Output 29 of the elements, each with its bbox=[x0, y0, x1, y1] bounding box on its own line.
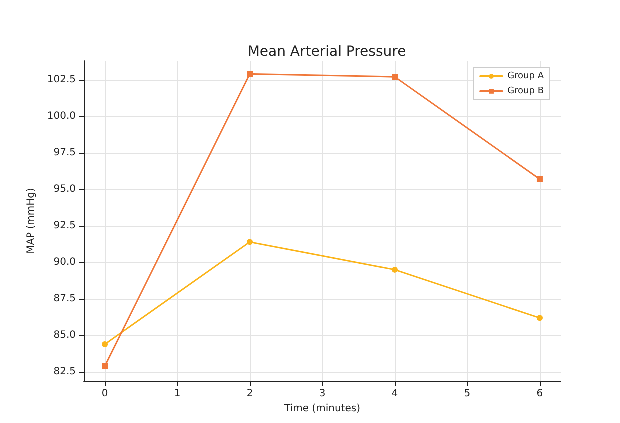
y-tick-label: 97.5 bbox=[54, 148, 76, 159]
x-tick-label: 4 bbox=[392, 388, 398, 400]
y-tick-label: 85.0 bbox=[54, 330, 76, 342]
chart-title: Mean Arterial Pressure bbox=[248, 44, 406, 60]
x-tick-label: 5 bbox=[464, 388, 471, 400]
legend-label: Group A bbox=[508, 72, 545, 82]
y-tick-label: 102.5 bbox=[47, 74, 76, 86]
point bbox=[102, 341, 108, 348]
x-tick-label: 2 bbox=[246, 388, 254, 400]
point bbox=[102, 363, 108, 370]
point bbox=[536, 176, 543, 182]
point bbox=[247, 71, 254, 78]
point bbox=[247, 239, 254, 246]
point bbox=[536, 315, 543, 322]
x-tick-label: 0 bbox=[102, 388, 108, 400]
y-tick-label: 82.5 bbox=[54, 366, 76, 378]
y-tick-label: 100.0 bbox=[47, 111, 76, 122]
point bbox=[392, 74, 398, 80]
y-tick-label: 95.0 bbox=[54, 184, 76, 196]
x-tick-label: 1 bbox=[174, 388, 181, 400]
legend-label: Group B bbox=[508, 86, 544, 96]
y-tick-label: 90.0 bbox=[54, 257, 76, 268]
y-tick-label: 92.5 bbox=[54, 220, 76, 232]
x-tick-label: 3 bbox=[319, 388, 326, 400]
y-tick-label: 87.5 bbox=[54, 294, 76, 305]
x-tick-label: 6 bbox=[536, 388, 544, 400]
x-axis-title: Time (minutes) bbox=[284, 403, 361, 414]
point bbox=[392, 266, 398, 273]
y-axis-title: MAP (mmHg) bbox=[26, 188, 37, 254]
